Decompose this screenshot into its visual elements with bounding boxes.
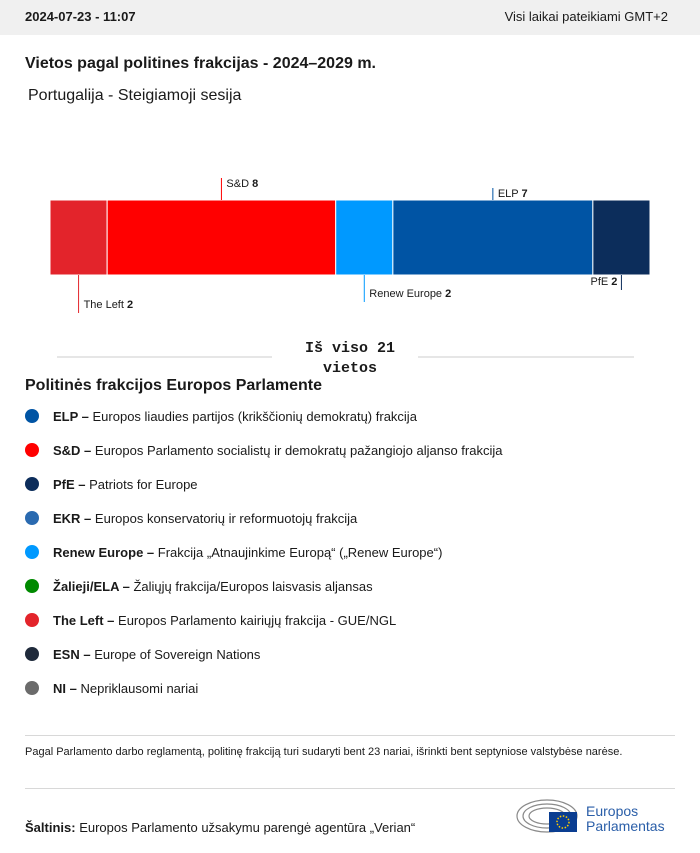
segment-name: Renew Europe — [369, 288, 442, 300]
legend-dot — [25, 681, 39, 695]
legend-item: PfE – Patriots for Europe — [25, 474, 198, 494]
segment-name: PfE — [591, 276, 609, 288]
header: 2024-07-23 - 11:07 Visi laikai pateikiam… — [0, 0, 700, 35]
legend-abbr: EKR – — [53, 510, 92, 526]
legend-dot — [25, 511, 39, 525]
legend-abbr: The Left – — [53, 612, 115, 628]
divider — [25, 788, 675, 789]
legend-text: Europos Parlamento kairiųjų frakcija - G… — [118, 612, 397, 628]
divider — [25, 735, 675, 736]
legend-dot — [25, 579, 39, 593]
source: Šaltinis: Europos Parlamento užsakymu pa… — [25, 820, 415, 835]
footnote: Pagal Parlamento darbo reglamentą, polit… — [25, 746, 623, 758]
segment-label: The Left 2 — [84, 299, 134, 311]
legend-text: Žaliųjų frakcija/Europos laisvasis aljan… — [133, 578, 373, 594]
logo-line: Europos — [586, 803, 639, 819]
segment-label: S&D 8 — [226, 178, 258, 190]
segment-value: 8 — [252, 178, 258, 190]
segment-value: 2 — [611, 276, 617, 288]
segment-label: ELP 7 — [498, 188, 528, 200]
legend-dot — [25, 409, 39, 423]
legend-item: ELP – Europos liaudies partijos (krikšči… — [25, 406, 417, 426]
bar-segment — [106, 199, 337, 276]
chart-subtitle: Portugalija - Steigiamoji sesija — [28, 87, 242, 104]
legend-text: Europos liaudies partijos (krikščionių d… — [92, 408, 417, 424]
legend-dot — [25, 477, 39, 491]
legend-item: EKR – Europos konservatorių ir reformuot… — [25, 508, 357, 528]
bar-segment — [592, 199, 651, 276]
total-label: Iš viso 21 — [305, 340, 395, 357]
legend-item: S&D – Europos Parlamento socialistų ir d… — [25, 440, 502, 460]
segment-value: 2 — [127, 299, 133, 311]
legend-abbr: Žalieji/ELA – — [53, 578, 130, 594]
segment-label: PfE 2 — [591, 276, 618, 288]
segment-name: S&D — [226, 178, 249, 190]
legend-text: Nepriklausomi nariai — [80, 680, 199, 696]
legend-title: Politinės frakcijos Europos Parlamente — [25, 377, 322, 394]
legend-item: ESN – Europe of Sovereign Nations — [25, 644, 260, 664]
legend-abbr: ELP – — [53, 408, 89, 424]
legend-text: Frakcija „Atnaujinkime Europą“ („Renew E… — [157, 544, 443, 560]
datetime: 2024-07-23 - 11:07 — [25, 9, 136, 24]
legend-dot — [25, 545, 39, 559]
bar-segment — [335, 199, 394, 276]
segment-name: The Left — [84, 299, 124, 311]
total-prefix: Iš viso — [305, 340, 368, 357]
segment-value: 7 — [522, 188, 528, 200]
legend-text: Europos konservatorių ir reformuotojų fr… — [94, 510, 358, 526]
chart: The Left 2 S&D 8 Renew Europe 2 ELP 7 PfE 2 I… — [49, 178, 651, 377]
legend-item: Renew Europe – Frakcija „Atnaujinkime Eu… — [25, 542, 442, 562]
bar-segment — [49, 199, 108, 276]
timezone: Visi laikai pateikiami GMT+2 — [504, 9, 668, 24]
legend-abbr: Renew Europe – — [53, 544, 155, 560]
legend-item: Žalieji/ELA – Žaliųjų frakcija/Europos l… — [25, 576, 373, 596]
legend-text: Patriots for Europe — [89, 476, 198, 492]
bar-segment — [392, 199, 594, 276]
segment-value: 2 — [445, 288, 451, 300]
legend-item: NI – Nepriklausomi nariai — [25, 678, 198, 698]
segment-name: ELP — [498, 188, 519, 200]
total-suffix: vietos — [323, 360, 377, 377]
logo-text: Europos Parlamentas — [586, 804, 665, 834]
legend-abbr: ESN – — [53, 646, 91, 662]
legend-dot — [25, 613, 39, 627]
legend-dot — [25, 647, 39, 661]
legend-dot — [25, 443, 39, 457]
logo-line: Parlamentas — [586, 818, 665, 834]
source-text: Europos Parlamento užsakymu parengė agen… — [79, 820, 416, 835]
legend-abbr: PfE – — [53, 476, 86, 492]
legend-abbr: S&D – — [53, 442, 92, 458]
total-value: 21 — [377, 340, 395, 357]
chart-title: Vietos pagal politines frakcijas - 2024–… — [25, 55, 376, 72]
legend-text: Europe of Sovereign Nations — [94, 646, 261, 662]
legend-item: The Left – Europos Parlamento kairiųjų f… — [25, 610, 396, 630]
segment-label: Renew Europe 2 — [369, 288, 451, 300]
source-label: Šaltinis: — [25, 820, 76, 835]
legend-abbr: NI – — [53, 680, 77, 696]
legend-text: Europos Parlamento socialistų ir demokra… — [94, 442, 503, 458]
logo-icon — [516, 799, 578, 833]
